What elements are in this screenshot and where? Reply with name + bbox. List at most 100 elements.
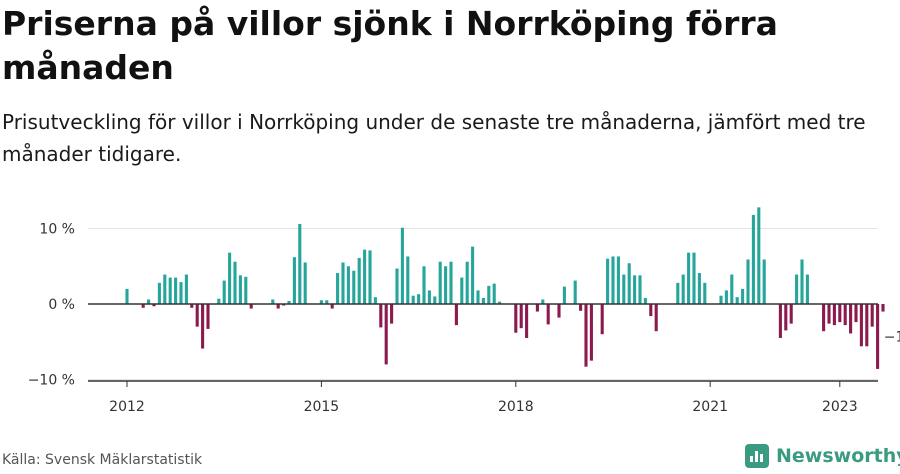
bar: [287, 300, 291, 304]
bar: [573, 280, 577, 304]
bar: [471, 246, 475, 304]
bar: [276, 304, 280, 309]
bar: [676, 282, 680, 304]
bar: [849, 304, 853, 334]
bar: [427, 290, 431, 304]
x-tick-label: 2021: [692, 399, 728, 415]
bar: [325, 300, 329, 304]
bar: [395, 268, 399, 304]
bar: [179, 282, 183, 304]
bar: [832, 304, 836, 326]
bar: [195, 304, 199, 327]
bar: [481, 297, 485, 304]
bar: [730, 274, 734, 304]
bar: [795, 274, 799, 304]
bar: [417, 294, 421, 304]
bar: [444, 266, 448, 304]
bar: [692, 252, 696, 304]
bar: [233, 261, 237, 304]
bar: [865, 304, 869, 347]
bar: [881, 304, 885, 312]
bar: [244, 276, 248, 304]
bar: [633, 275, 637, 304]
bar: [843, 304, 847, 326]
bar: [341, 262, 345, 304]
bar: [762, 259, 766, 304]
bar: [346, 266, 350, 304]
bar: [271, 299, 275, 304]
bar: [535, 304, 539, 312]
bar: [422, 266, 426, 304]
newsworthy-logo: Newsworthy: [745, 444, 900, 468]
bar: [514, 304, 518, 333]
bar: [352, 270, 356, 304]
bar: [703, 282, 707, 304]
bar: [643, 297, 647, 304]
bar: [228, 252, 232, 304]
bar: [206, 304, 210, 329]
bar: [487, 285, 491, 304]
bar: [400, 227, 404, 304]
source-note: Källa: Svensk Mäklarstatistik: [2, 452, 203, 468]
bar: [557, 304, 561, 318]
bar: [822, 304, 826, 332]
bar: [519, 304, 523, 329]
bar: [616, 256, 620, 304]
bar: [433, 296, 437, 304]
bar: [454, 304, 458, 326]
bar: [541, 299, 545, 304]
bar: [336, 273, 340, 304]
bar: [789, 304, 793, 324]
bar: [438, 261, 442, 304]
bar: [373, 297, 377, 304]
bar: [368, 250, 372, 304]
bar: [724, 290, 728, 304]
bar: [319, 300, 323, 304]
bar: [778, 304, 782, 338]
bar: [546, 304, 550, 325]
x-tick-label: 2012: [109, 399, 145, 415]
bar: [498, 301, 502, 304]
bar: [600, 304, 604, 335]
y-tick-label: 10 %: [39, 222, 75, 238]
bar: [168, 277, 172, 304]
chart-subtitle: Prisutveckling för villor i Norrköping u…: [2, 110, 866, 166]
bar: [357, 257, 361, 304]
bar: [390, 304, 394, 324]
chart-title: Priserna på villor sjönk i Norrköping fö…: [2, 4, 778, 87]
bar: [589, 304, 593, 361]
bar: [476, 290, 480, 304]
bar: [330, 304, 334, 309]
bar: [579, 304, 583, 311]
bar: [627, 263, 631, 304]
bar: [876, 304, 880, 369]
bar: [638, 275, 642, 304]
bar: [152, 304, 156, 307]
bar: [859, 304, 863, 347]
bar: [838, 304, 842, 323]
bar: [157, 282, 161, 304]
bar: [222, 280, 226, 304]
bar: [379, 304, 383, 328]
bar: [460, 277, 464, 304]
newsworthy-icon: [745, 444, 769, 468]
bar: [449, 261, 453, 304]
bar: [697, 273, 701, 304]
bar: [201, 304, 205, 349]
bar: [751, 214, 755, 304]
bar: [805, 274, 809, 304]
bar: [746, 259, 750, 304]
brand-name: Newsworthy: [776, 445, 900, 467]
bar: [406, 256, 410, 304]
bar: [363, 249, 367, 304]
bar: [687, 252, 691, 304]
bar: [606, 258, 610, 304]
bar: [525, 304, 529, 338]
bar: [741, 288, 745, 304]
bar: [654, 304, 658, 332]
x-tick-label: 2018: [498, 399, 534, 415]
bar: [681, 274, 685, 304]
bar: [800, 259, 804, 304]
last-value-label: −1 %: [884, 330, 900, 346]
